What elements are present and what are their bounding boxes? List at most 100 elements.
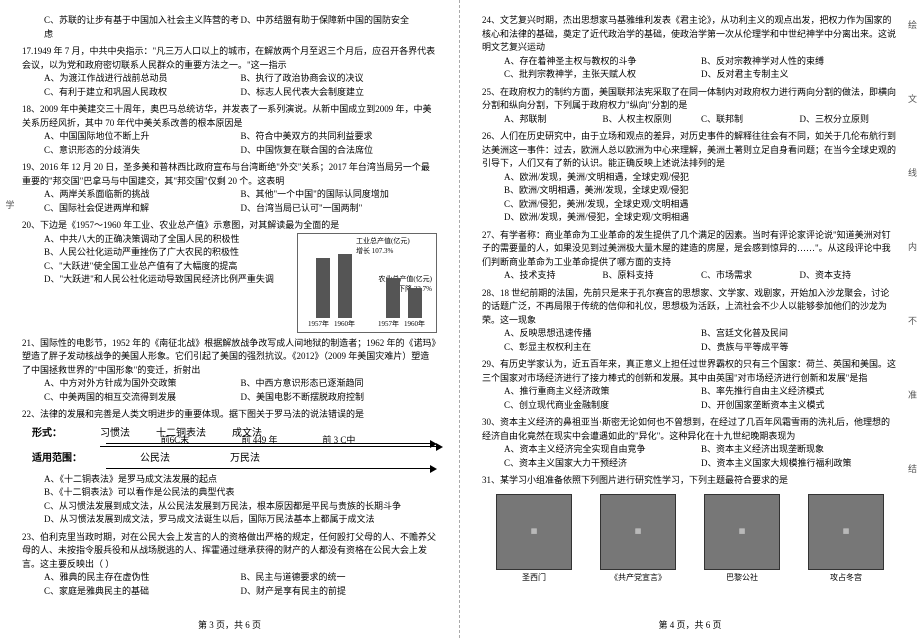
q26-c: C、欧洲/侵犯，美洲/发现，全球史观/文明相遇	[504, 198, 898, 212]
q17-c: C、有利于建立和巩固人民政权	[44, 86, 241, 100]
q30-text: 30、资本主义经济的鼻祖亚当·斯密无论如何也不曾想到，在经过了几百年风霜雪雨的洗…	[482, 417, 890, 441]
q19: 19、2016 年 12 月 20 日，圣多美和普林西比政府宣布与台湾断绝"外交…	[22, 161, 437, 215]
box-gongmin: 公民法	[140, 451, 170, 466]
q17-b: B、执行了政治协商会议的决议	[241, 72, 438, 86]
q22-a: A、《十二铜表法》是罗马成文法发展的起点	[44, 473, 437, 487]
q29-b: B、率先推行自由主义经济模式	[701, 385, 898, 399]
img-box-1: ▦	[496, 494, 572, 570]
q31-text: 31、某学习小组准备依照下列图片进行研究性学习，下列主题最符合要求的是	[482, 475, 788, 485]
q19-text: 19、2016 年 12 月 20 日，圣多美和普林西比政府宣布与台湾断绝"外交…	[22, 162, 430, 186]
q19-c: C、国际社会促进两岸和解	[44, 202, 241, 216]
q20-d: D、"大跃进"和人民公社化运动导致国民经济比例严重失调	[44, 273, 293, 287]
q28-a: A、反映思想迅速传播	[504, 327, 701, 341]
q26: 26、人们在历史研究中，由于立场和观点的差异，对历史事件的解释往往会有不同，如关…	[482, 130, 898, 225]
q20: 20、下边是《1957～1960 年工业、农业总产值》示意图，对其解读最为全面的…	[22, 219, 437, 333]
bar-1960-agr	[408, 288, 422, 318]
q20-a: A、中共八大的正确决策调动了全国人民的积极性	[44, 233, 293, 247]
cap3: 巴黎公社	[726, 573, 758, 582]
tick1: 前6C末	[161, 434, 190, 448]
q23-a: A、雅典的民主存在虚伪性	[44, 571, 241, 585]
q27-a: A、技术支持	[504, 269, 603, 283]
q20-text: 20、下边是《1957～1960 年工业、农业总产值》示意图，对其解读最为全面的…	[22, 220, 339, 230]
x1: 1957年	[308, 319, 329, 330]
q18-d: D、中国恢复在联合国的合法席位	[241, 144, 438, 158]
q25-text: 25、在政府权力的制约方面，美国联邦法宪采取了在同一体制内对政府权力进行两向分割…	[482, 87, 896, 111]
img-box-3: ▦	[704, 494, 780, 570]
box-xiguan: 习惯法	[100, 426, 130, 441]
x2: 1960年	[334, 319, 355, 330]
q27-c: C、市场需求	[701, 269, 800, 283]
side-chars-left: 学	[2, 200, 16, 239]
q22-d: D、从习惯法发展到成文法，罗马成文法诞生以后，国际万民法基本上都属于成文法	[44, 513, 437, 527]
x3: 1957年	[378, 319, 399, 330]
q22-c: C、从习惯法发展到成文法，从公民法发展到万民法，根本原因都是平民与贵族的长期斗争	[44, 500, 437, 514]
q23-d: D、财产是享有民主的前提	[241, 585, 438, 599]
q21-a: A、中方对外方针成为国外交政策	[44, 377, 241, 391]
q20-c: C、"大跃进"使全国工业总产值有了大幅度的提高	[44, 260, 293, 274]
q24-a: A、存在着神圣主权与教权的斗争	[504, 55, 701, 69]
q20-chart: 工业总产值(亿元) 增长 107.3% 农业总产值(亿元) 下降 22.7% 1…	[297, 233, 437, 333]
q31-images: ▦ 圣西门 ▦ 《共产党宣言》 ▦ 巴黎公社 ▦ 攻占冬宫	[482, 494, 898, 584]
q16-opt-c: C、苏联的让步有基于中国加入社会主义阵营的考虑	[44, 14, 241, 41]
q22-diagram: 形式： 习惯法 十二铜表法 成文法 前6C末 前 449 年 前 3 C中 适用…	[32, 426, 437, 469]
q18-c: C、意识形态的分歧消失	[44, 144, 241, 158]
q24-d: D、反对君主专制主义	[701, 68, 898, 82]
q16-opt-d: D、中苏结盟有助于保障新中国的国防安全	[241, 14, 438, 41]
q21-c: C、中美两国的相互交流得到发展	[44, 391, 241, 405]
cap1: 圣西门	[522, 573, 546, 582]
chart-top2: 增长 107.3%	[356, 246, 393, 257]
q21-b: B、中西方意识形态已逐渐趋同	[241, 377, 438, 391]
q30: 30、资本主义经济的鼻祖亚当·斯密无论如何也不曾想到，在经过了几百年风霜雪雨的洗…	[482, 416, 898, 470]
q27-d: D、资本支持	[800, 269, 899, 283]
q19-b: B、其他"一个中国"的国际认同度增加	[241, 188, 438, 202]
q23-b: B、民主与道德要求的统一	[241, 571, 438, 585]
cap2: 《共产党宣言》	[610, 573, 666, 582]
q19-a: A、两岸关系面临新的挑战	[44, 188, 241, 202]
q29-a: A、推行重商主义经济政策	[504, 385, 701, 399]
x4: 1960年	[404, 319, 425, 330]
q28-text: 28、18 世纪前期的法国，先前只是来于孔尔赛宫的思想家、文学家、戏剧家，开始加…	[482, 288, 889, 325]
img-box-2: ▦	[600, 494, 676, 570]
q23-text: 23、伯利克里当政时期，对在公民大会上发言的人的资格做出严格的规定，任何殴打父母…	[22, 532, 436, 569]
q27-text: 27、有学者称：商业革命为工业革命的发生提供了几个满足的因素。当时有评论家评论说…	[482, 230, 891, 267]
q28-d: D、贵族与平等成平等	[701, 341, 898, 355]
scope-label: 适用范围：	[32, 451, 100, 466]
bar-1957-ind	[316, 258, 330, 318]
footer-left: 第 3 页，共 6 页	[0, 619, 459, 633]
chart-top1: 工业总产值(亿元)	[356, 236, 410, 247]
q26-text: 26、人们在历史研究中，由于立场和观点的差异，对历史事件的解释往往会有不同，如关…	[482, 131, 896, 168]
q22-b: B、《十二铜表法》可以看作是公民法的典型代表	[44, 486, 437, 500]
q24-text: 24、文艺复兴时期，杰出思想家马基雅维利发表《君主论》，从功利主义的观点出发，把…	[482, 15, 896, 52]
q30-c: C、资本主义国家大力干预经济	[504, 457, 701, 471]
q17-text: 17.1949 年 7 月，中共中央指示："凡三万人口以上的城市，在解放两个月至…	[22, 46, 435, 70]
img-4: ▦ 攻占冬宫	[808, 494, 884, 584]
q21-text: 21、国际性的电影节，1952 年的《南征北战》根据解放战争改写成人间地狱的制造…	[22, 338, 436, 375]
bar-1957-agr	[386, 278, 400, 318]
img-3: ▦ 巴黎公社	[704, 494, 780, 584]
q26-a: A、欧洲/发现，美洲/文明相遇，全球史观/侵犯	[504, 171, 898, 185]
arrow-scope	[106, 468, 431, 469]
img-2: ▦ 《共产党宣言》	[600, 494, 676, 584]
tick3: 前 3 C中	[322, 434, 355, 448]
img-box-4: ▦	[808, 494, 884, 570]
box-wanmin: 万民法	[230, 451, 260, 466]
cap4: 攻占冬宫	[830, 573, 862, 582]
q17: 17.1949 年 7 月，中共中央指示："凡三万人口以上的城市，在解放两个月至…	[22, 45, 437, 99]
q24-c: C、批判宗教神学，主张天赋人权	[504, 68, 701, 82]
q30-b: B、资本主义经济出现垄断现象	[701, 443, 898, 457]
page-4: 绘 文 线 内 不 准 结 24、文艺复兴时期，杰出思想家马基雅维利发表《君主论…	[460, 0, 920, 638]
q18: 18、2009 年中美建交三十周年，奥巴马总统访华，并发表了一系列演说。从新中国…	[22, 103, 437, 157]
q29-text: 29、有历史学家认为，近五百年来，真正意义上担任过世界霸权的只有三个国家：荷兰、…	[482, 359, 896, 383]
q31: 31、某学习小组准备依照下列图片进行研究性学习，下列主题最符合要求的是 ▦ 圣西门…	[482, 474, 898, 584]
page-3: 学 C、苏联的让步有基于中国加入社会主义阵营的考虑 D、中苏结盟有助于保障新中国…	[0, 0, 460, 638]
q30-d: D、资本主义国家大规模推行福利政策	[701, 457, 898, 471]
footer-right: 第 4 页，共 6 页	[460, 619, 920, 633]
q29-d: D、开创国家垄断资本主义模式	[701, 399, 898, 413]
q27-b: B、原料支持	[603, 269, 702, 283]
q25-b: B、人权主权原则	[603, 113, 702, 127]
q21-d: D、美国电影不断摆脱政府控制	[241, 391, 438, 405]
q25: 25、在政府权力的制约方面，美国联邦法宪采取了在同一体制内对政府权力进行两向分割…	[482, 86, 898, 127]
q20-b: B、人民公社化运动严重挫伤了广大农民的积极性	[44, 246, 293, 260]
q30-a: A、资本主义经济完全实现自由竞争	[504, 443, 701, 457]
q29: 29、有历史学家认为，近五百年来，真正意义上担任过世界霸权的只有三个国家：荷兰、…	[482, 358, 898, 412]
